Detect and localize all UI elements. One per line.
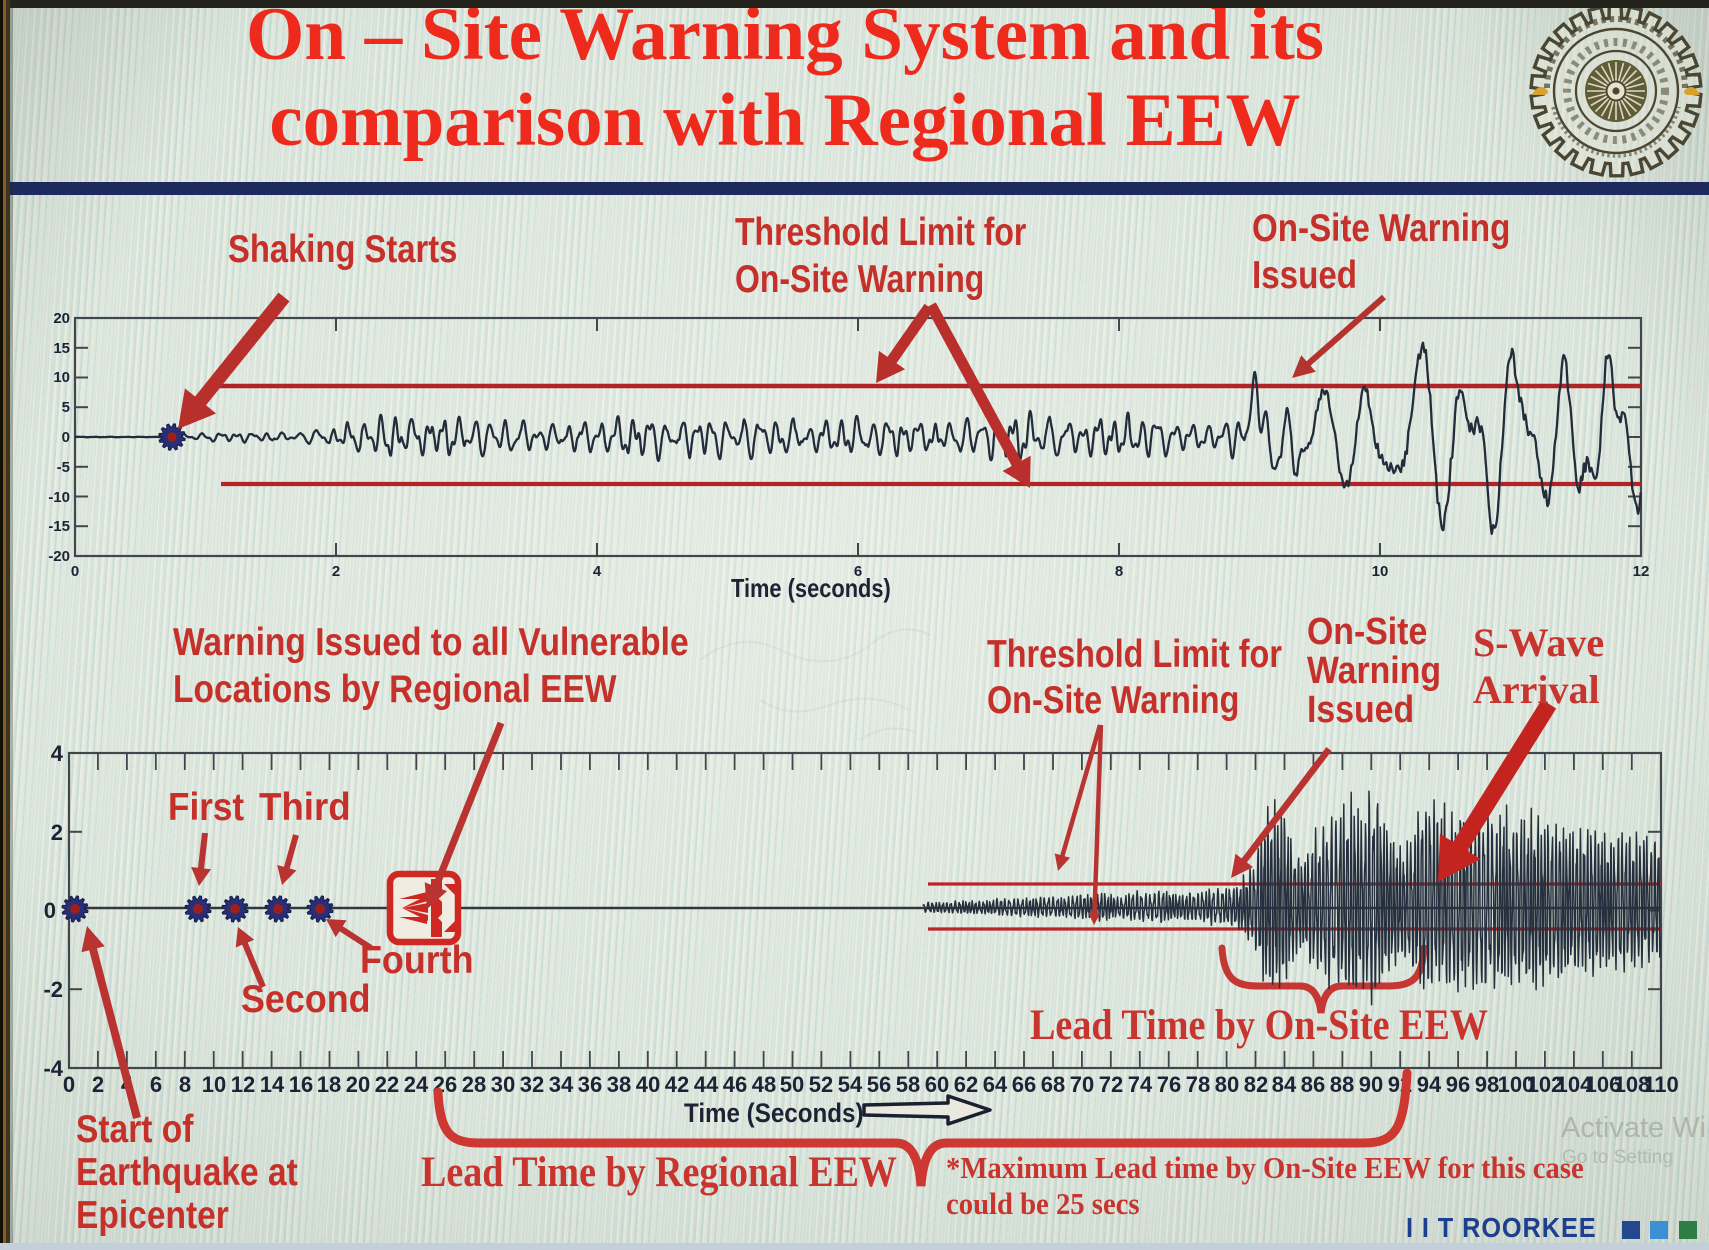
svg-text:64: 64 [983,1072,1008,1097]
svg-text:88: 88 [1330,1072,1354,1097]
svg-text:42: 42 [665,1072,689,1097]
svg-text:12: 12 [231,1072,255,1097]
svg-text:4: 4 [51,741,64,766]
svg-text:-4: -4 [43,1056,63,1081]
svg-text:-15: -15 [48,518,70,535]
svg-text:46: 46 [723,1072,747,1097]
svg-text:86: 86 [1301,1072,1325,1097]
svg-text:52: 52 [809,1072,833,1097]
svg-text:78: 78 [1186,1072,1210,1097]
svg-text:28: 28 [462,1072,486,1097]
svg-text:70: 70 [1070,1072,1094,1097]
svg-text:100: 100 [1498,1072,1535,1097]
svg-text:62: 62 [954,1072,978,1097]
svg-text:84: 84 [1272,1072,1297,1097]
svg-text:66: 66 [1012,1072,1036,1097]
svg-text:8: 8 [179,1072,191,1097]
svg-text:82: 82 [1244,1072,1268,1097]
svg-text:12: 12 [1633,563,1650,580]
svg-text:-20: -20 [48,548,70,565]
svg-text:14: 14 [260,1072,285,1097]
svg-text:34: 34 [549,1072,574,1097]
svg-text:-2: -2 [43,977,63,1002]
svg-text:94: 94 [1417,1072,1442,1097]
svg-text:98: 98 [1475,1072,1499,1097]
svg-text:10: 10 [202,1072,226,1097]
svg-text:18: 18 [317,1072,341,1097]
svg-text:24: 24 [404,1072,429,1097]
svg-text:44: 44 [694,1072,719,1097]
svg-text:5: 5 [62,399,70,416]
svg-text:16: 16 [289,1072,313,1097]
svg-text:15: 15 [53,340,70,357]
svg-text:76: 76 [1157,1072,1181,1097]
svg-text:-5: -5 [57,459,70,476]
svg-text:6: 6 [854,563,862,580]
svg-text:0: 0 [71,563,79,580]
svg-text:4: 4 [593,563,602,580]
svg-text:96: 96 [1446,1072,1470,1097]
svg-text:8: 8 [1115,563,1123,580]
svg-text:102: 102 [1527,1072,1564,1097]
svg-text:58: 58 [896,1072,920,1097]
svg-text:2: 2 [51,820,63,845]
svg-text:74: 74 [1128,1072,1153,1097]
svg-text:10: 10 [1372,563,1389,580]
svg-text:36: 36 [578,1072,602,1097]
svg-text:2: 2 [332,563,340,580]
svg-text:104: 104 [1556,1072,1593,1097]
svg-text:40: 40 [636,1072,660,1097]
svg-text:22: 22 [375,1072,399,1097]
svg-text:6: 6 [150,1072,162,1097]
svg-text:20: 20 [346,1072,370,1097]
svg-text:32: 32 [520,1072,544,1097]
svg-text:-10: -10 [48,489,70,506]
svg-text:50: 50 [780,1072,804,1097]
svg-text:20: 20 [53,310,70,327]
svg-text:110: 110 [1643,1072,1679,1097]
svg-text:54: 54 [838,1072,863,1097]
svg-text:72: 72 [1099,1072,1123,1097]
svg-text:68: 68 [1041,1072,1065,1097]
svg-text:0: 0 [62,429,70,446]
svg-text:48: 48 [752,1072,776,1097]
svg-text:60: 60 [925,1072,949,1097]
svg-text:90: 90 [1359,1072,1383,1097]
svg-text:10: 10 [53,369,70,386]
svg-text:80: 80 [1215,1072,1239,1097]
svg-text:38: 38 [607,1072,631,1097]
svg-text:108: 108 [1614,1072,1651,1097]
svg-text:56: 56 [867,1072,891,1097]
svg-text:0: 0 [44,898,56,923]
svg-text:0: 0 [63,1072,75,1097]
svg-text:30: 30 [491,1072,515,1097]
svg-text:106: 106 [1585,1072,1622,1097]
svg-text:2: 2 [92,1072,104,1097]
